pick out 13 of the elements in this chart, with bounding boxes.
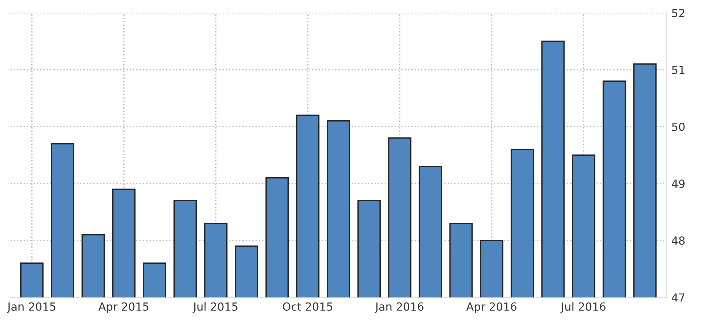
y-tick-label: 48	[672, 236, 685, 246]
x-tick-label: Jan 2015	[7, 302, 56, 314]
x-tick-label: Jul 2015	[192, 302, 238, 314]
x-tick-label: Jan 2016	[374, 302, 424, 314]
y-tick-label: 52	[672, 9, 685, 18]
y-tick-label: 51	[672, 66, 685, 74]
x-tick-label: Oct 2015	[283, 302, 333, 312]
x-tick-label: Apr 2015	[98, 302, 149, 314]
y-tick-label: 50	[672, 122, 685, 132]
x-tick-label: Jul 2016	[560, 302, 606, 314]
x-tick-label: Apr 2016	[466, 302, 517, 314]
y-tick-label: 47	[672, 294, 685, 302]
y-tick-label: 49	[672, 180, 685, 188]
